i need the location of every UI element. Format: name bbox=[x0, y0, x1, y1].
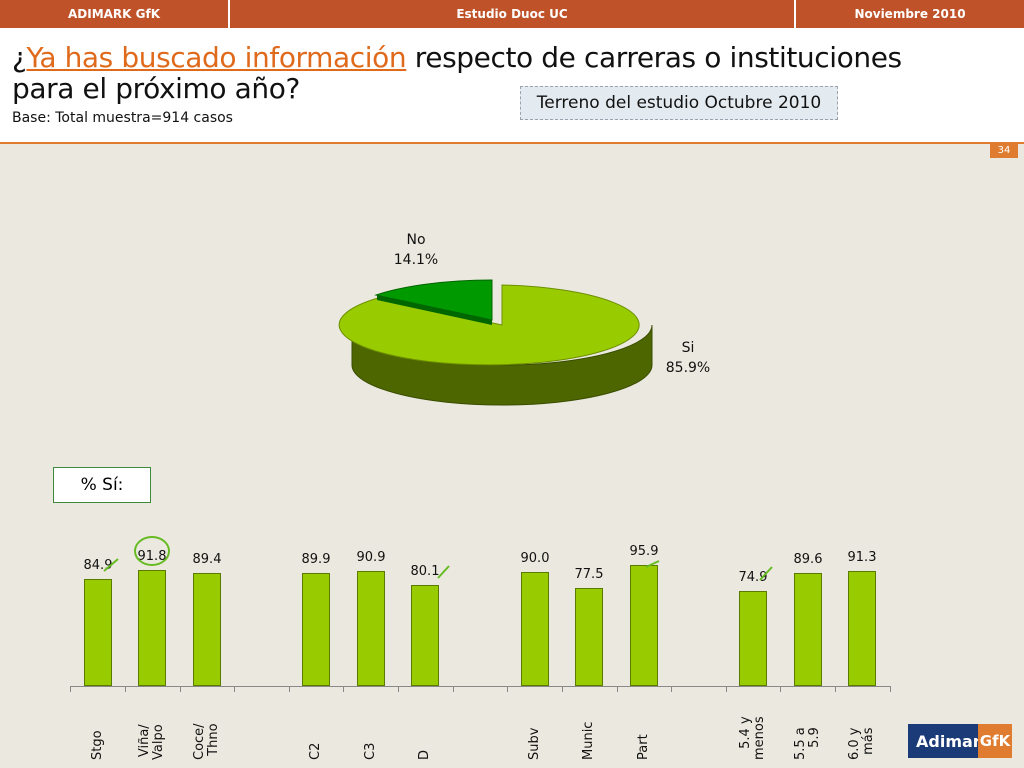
pie-label-no: No 14.1% bbox=[380, 230, 452, 270]
adimark-logo: Adimark GfK bbox=[908, 724, 1012, 758]
bar-11 bbox=[848, 570, 876, 686]
pie-label-si-pct: 85.9% bbox=[665, 360, 711, 376]
bar-value-label: 74.9 bbox=[738, 570, 768, 586]
bar-10 bbox=[794, 572, 822, 686]
bar-axis bbox=[70, 686, 890, 687]
category-label: Part bbox=[636, 734, 651, 760]
logo-accent: GfK bbox=[978, 724, 1012, 758]
bar-value-label: 90.9 bbox=[356, 550, 386, 566]
bar-1 bbox=[138, 570, 166, 686]
pie-label-si: Si 85.9% bbox=[656, 338, 720, 378]
pie-slice-no bbox=[374, 279, 493, 321]
axis-tick bbox=[70, 686, 71, 692]
axis-tick bbox=[234, 686, 235, 692]
category-label: Viña/ Valpo bbox=[137, 724, 166, 760]
pie-label-si-name: Si bbox=[681, 340, 695, 356]
axis-tick bbox=[671, 686, 672, 692]
header: ¿Ya has buscado información respecto de … bbox=[0, 28, 1024, 144]
top-bar: ADIMARK GfK Estudio Duoc UC Noviembre 20… bbox=[0, 0, 1024, 28]
pie-slice-no-side bbox=[377, 295, 492, 325]
axis-tick bbox=[343, 686, 344, 692]
bar-0 bbox=[84, 578, 112, 686]
title-prefix: ¿ bbox=[12, 41, 27, 74]
bar-value-label: 91.3 bbox=[847, 549, 877, 565]
axis-tick bbox=[180, 686, 181, 692]
axis-tick bbox=[398, 686, 399, 692]
base-note: Base: Total muestra=914 casos bbox=[12, 110, 233, 126]
category-label: Munic bbox=[581, 721, 596, 760]
axis-tick bbox=[617, 686, 618, 692]
category-label: Stgo bbox=[90, 730, 105, 760]
bar-7 bbox=[575, 588, 603, 686]
axis-tick bbox=[890, 686, 891, 692]
category-label: 5.5 a 5.9 bbox=[793, 727, 822, 760]
bar-value-label: 84.9 bbox=[83, 557, 113, 573]
bar-value-label: 91.8 bbox=[137, 549, 167, 565]
pie-label-no-name: No bbox=[406, 232, 426, 248]
axis-tick bbox=[835, 686, 836, 692]
title-rest: respecto de carreras o instituciones par… bbox=[12, 41, 902, 105]
bar-6 bbox=[521, 572, 549, 686]
bar-9 bbox=[739, 591, 767, 686]
axis-tick bbox=[125, 686, 126, 692]
category-label: D bbox=[417, 749, 432, 760]
category-label: Subv bbox=[527, 727, 542, 760]
axis-tick bbox=[562, 686, 563, 692]
bar-value-label: 95.9 bbox=[629, 544, 659, 559]
pie-label-no-pct: 14.1% bbox=[393, 252, 439, 268]
bar-value-label: 90.0 bbox=[520, 551, 550, 567]
bar-value-label: 77.5 bbox=[574, 567, 604, 583]
bar-3 bbox=[302, 572, 330, 686]
bar-8 bbox=[630, 565, 658, 686]
percent-si-label: % Sí: bbox=[53, 467, 151, 503]
axis-tick bbox=[780, 686, 781, 692]
category-label: C3 bbox=[363, 742, 378, 760]
bar-value-label: 80.1 bbox=[410, 563, 440, 579]
category-label: C2 bbox=[308, 742, 323, 760]
bar-value-label: 89.6 bbox=[793, 551, 823, 567]
bar-5 bbox=[411, 584, 439, 686]
page-number: 34 bbox=[990, 143, 1018, 158]
page-title: ¿Ya has buscado información respecto de … bbox=[12, 42, 952, 104]
company-label: ADIMARK GfK bbox=[0, 0, 230, 28]
category-label: 6.0 y más bbox=[847, 727, 876, 761]
bar-value-label: 89.9 bbox=[301, 551, 331, 567]
date-label: Noviembre 2010 bbox=[854, 7, 966, 21]
title-highlight: Ya has buscado información bbox=[26, 41, 407, 74]
category-label: Coce/ Thno bbox=[192, 723, 221, 760]
bar-4 bbox=[357, 571, 385, 686]
bar-2 bbox=[193, 573, 221, 686]
axis-tick bbox=[453, 686, 454, 692]
axis-tick bbox=[289, 686, 290, 692]
category-label: 5.4 y menos bbox=[738, 716, 767, 760]
bar-value-label: 89.4 bbox=[192, 552, 222, 568]
pie-slice-si bbox=[338, 284, 640, 366]
axis-tick bbox=[507, 686, 508, 692]
logo-main: Adimark bbox=[916, 731, 992, 751]
axis-tick bbox=[726, 686, 727, 692]
fieldwork-box: Terreno del estudio Octubre 2010 bbox=[520, 86, 838, 120]
study-label: Estudio Duoc UC bbox=[230, 0, 796, 28]
